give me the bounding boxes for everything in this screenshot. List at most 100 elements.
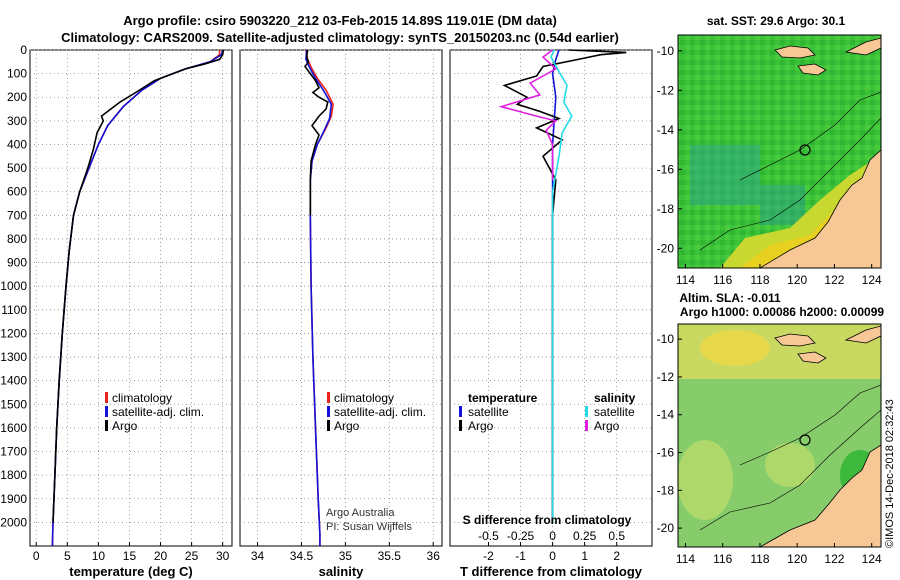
x2-tick-label: 0.25 [573,529,597,543]
map-y-tick-label: -12 [657,83,675,97]
x-tick-label: 20 [154,549,168,563]
depth-tick-label: 1600 [0,421,27,435]
bathymetry-contour [699,409,881,531]
depth-tick-label: 600 [7,185,27,199]
sumba-island [797,63,827,76]
difference-plot-frame [449,49,653,547]
legend-swatch-t-satellite [459,406,462,417]
depth-tick-label: 100 [7,67,27,81]
sla-map-frame [677,323,882,548]
x-tick-label: 0 [33,549,40,563]
legend-swatch-climatology [327,392,330,403]
depth-tick-label: 500 [7,161,27,175]
temperature-plot: 0 5 10 15 20 25 30 [30,49,232,563]
x-tick-label: 34 [251,549,265,563]
legend-label-t-argo: Argo [468,419,494,433]
map-x-tick-label: 122 [824,552,844,566]
x-tick-label: 35 [339,549,353,563]
map-x-tick-label: 114 [676,552,695,566]
series-line-climatology [51,50,221,547]
salinity-legend: climatology satellite-adj. clim. Argo [327,391,426,433]
legend-label-satellite: satellite-adj. clim. [334,405,426,419]
x-tick-label: 10 [92,549,106,563]
legend-swatch-satellite [105,406,108,417]
map-y-tick-label: -20 [657,241,675,255]
x-tick-label: -2 [483,549,494,563]
salinity-annotation-line1: Argo Australia [326,507,395,519]
legend-label-climatology: climatology [334,391,394,405]
legend-label-climatology: climatology [112,391,172,405]
difference-plot: -2 -1 0 1 2 -0.5 -0.25 0 0.25 0.5 [450,49,652,563]
map-y-tick-label: -18 [657,202,675,216]
legend-swatch-climatology [105,392,108,403]
series-line-argo [52,49,225,523]
x-tick-label: 34.5 [290,549,314,563]
depth-tick-label: 2000 [0,515,27,529]
sumbawa-island [774,45,816,59]
x-tick-label: 35.5 [378,549,402,563]
depth-tick-label: 1900 [0,492,27,506]
sla-map-title2: Argo h1000: 0.00086 h2000: 0.00099 [680,305,884,319]
map-x-tick-label: 120 [787,273,807,287]
depth-tick-label: 300 [7,114,27,128]
bathymetry-contour [699,117,881,251]
x-tick-label: 1 [581,549,588,563]
legend-swatch-satellite [327,406,330,417]
depth-tick-label: 0 [20,43,27,57]
sst-map-frame [677,34,882,269]
x-tick-label: 0 [549,549,556,563]
legend-title-salinity: salinity [594,391,636,405]
x2-tick-label: 0 [549,529,556,543]
legend-swatch-t-argo [459,420,462,431]
map-x-tick-label: 122 [824,273,844,287]
map-y-tick-label: -16 [657,446,675,460]
x-tick-label: 30 [216,549,230,563]
sumba-island [797,351,827,364]
x-tick-label: 2 [613,549,620,563]
map-x-tick-label: 114 [676,273,695,287]
temperature-xlabel: temperature (deg C) [69,564,193,579]
depth-tick-label: 1000 [0,279,27,293]
legend-label-argo: Argo [112,419,138,433]
x-tick-label: 5 [64,549,71,563]
map-x-tick-label: 116 [713,273,732,287]
bathymetry-contour [739,384,881,466]
salinity-xlabel: salinity [319,564,365,579]
x2-tick-label: -0.25 [507,529,535,543]
depth-tick-label: 800 [7,232,27,246]
map-y-tick-label: -18 [657,483,675,497]
x-tick-label: 36 [427,549,441,563]
map-y-tick-label: -20 [657,521,675,535]
series-line-s-satellite [550,49,573,523]
float-position-marker [799,144,811,156]
temperature-plot-frame [29,49,233,547]
map-x-tick-label: 124 [862,552,882,566]
depth-tick-label: 700 [7,208,27,222]
sla-low-patch [678,440,733,520]
map-y-tick-label: -14 [657,408,675,422]
map-y-tick-label: -14 [657,123,675,137]
series-line-s-argo [498,49,558,180]
sst-map-title: sat. SST: 29.6 Argo: 30.1 [707,14,846,28]
series-line-climatology [305,49,334,546]
depth-tick-label: 1400 [0,374,27,388]
sla-low-patch [765,443,815,487]
credit-text: ©IMOS 14-Dec-2018 02:32:43 [884,399,896,548]
sla-map-title1: Altim. SLA: -0.011 [679,291,781,305]
salinity-plot-frame [239,49,443,547]
difference-legend-salinity: salinity satellite Argo [585,391,636,433]
sst-map [678,35,881,268]
legend-swatch-argo [327,420,330,431]
map-y-tick-label: -10 [657,332,675,346]
bathymetry-contour [739,91,881,181]
depth-tick-label: 1200 [0,326,27,340]
legend-label-argo: Argo [334,419,360,433]
map-x-tick-label: 118 [750,552,769,566]
map-x-tick-label: 116 [713,552,732,566]
timor-island [844,37,881,56]
x-tick-label: 25 [185,549,199,563]
legend-label-t-satellite: satellite [468,405,509,419]
depth-tick-label: 200 [7,90,27,104]
x2-tick-label: 0.5 [608,529,625,543]
temperature-legend: climatology satellite-adj. clim. Argo [105,391,204,433]
